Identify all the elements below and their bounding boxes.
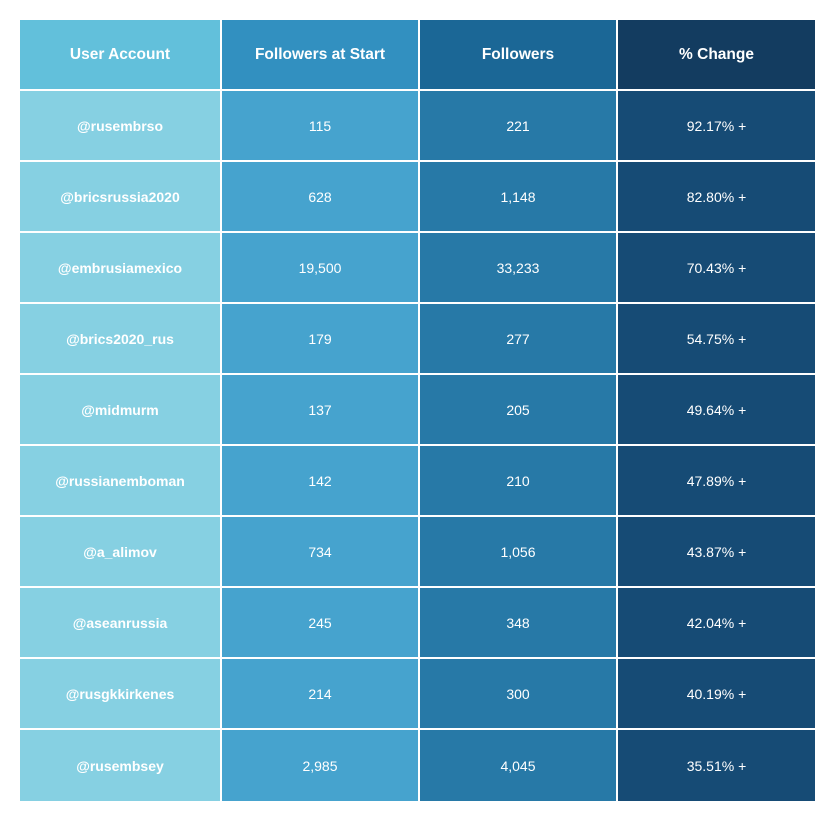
col-header-followers: Followers xyxy=(420,20,618,91)
cell-followers: 221 xyxy=(420,91,618,162)
cell-followers: 205 xyxy=(420,375,618,446)
followers-table: User Account Followers at Start Follower… xyxy=(20,20,815,801)
table-row: @rusembrso11522192.17% + xyxy=(20,91,815,162)
cell-account: @rusembrso xyxy=(20,91,222,162)
cell-account: @rusembsey xyxy=(20,730,222,801)
table-row: @russianemboman14221047.89% + xyxy=(20,446,815,517)
cell-followers: 1,056 xyxy=(420,517,618,588)
cell-account: @bricsrussia2020 xyxy=(20,162,222,233)
cell-account: @brics2020_rus xyxy=(20,304,222,375)
cell-followers: 348 xyxy=(420,588,618,659)
col-header-followers-start: Followers at Start xyxy=(222,20,420,91)
cell-start: 628 xyxy=(222,162,420,233)
cell-start: 19,500 xyxy=(222,233,420,304)
table-row: @brics2020_rus17927754.75% + xyxy=(20,304,815,375)
cell-followers: 300 xyxy=(420,659,618,730)
cell-start: 734 xyxy=(222,517,420,588)
cell-change: 92.17% + xyxy=(618,91,815,162)
cell-change: 54.75% + xyxy=(618,304,815,375)
cell-start: 115 xyxy=(222,91,420,162)
cell-start: 2,985 xyxy=(222,730,420,801)
cell-followers: 1,148 xyxy=(420,162,618,233)
table-row: @midmurm13720549.64% + xyxy=(20,375,815,446)
cell-account: @midmurm xyxy=(20,375,222,446)
cell-start: 142 xyxy=(222,446,420,517)
cell-followers: 33,233 xyxy=(420,233,618,304)
cell-change: 35.51% + xyxy=(618,730,815,801)
table-row: @embrusiamexico19,50033,23370.43% + xyxy=(20,233,815,304)
cell-change: 43.87% + xyxy=(618,517,815,588)
table-row: @rusgkkirkenes21430040.19% + xyxy=(20,659,815,730)
cell-account: @russianemboman xyxy=(20,446,222,517)
cell-followers: 277 xyxy=(420,304,618,375)
cell-followers: 210 xyxy=(420,446,618,517)
cell-change: 49.64% + xyxy=(618,375,815,446)
table-row: @a_alimov7341,05643.87% + xyxy=(20,517,815,588)
col-header-pct-change: % Change xyxy=(618,20,815,91)
cell-change: 42.04% + xyxy=(618,588,815,659)
cell-start: 214 xyxy=(222,659,420,730)
cell-account: @rusgkkirkenes xyxy=(20,659,222,730)
col-header-user-account: User Account xyxy=(20,20,222,91)
table-header-row: User Account Followers at Start Follower… xyxy=(20,20,815,91)
cell-change: 47.89% + xyxy=(618,446,815,517)
cell-account: @a_alimov xyxy=(20,517,222,588)
table-row: @bricsrussia20206281,14882.80% + xyxy=(20,162,815,233)
cell-account: @aseanrussia xyxy=(20,588,222,659)
cell-followers: 4,045 xyxy=(420,730,618,801)
table-row: @aseanrussia24534842.04% + xyxy=(20,588,815,659)
cell-start: 245 xyxy=(222,588,420,659)
cell-change: 82.80% + xyxy=(618,162,815,233)
cell-account: @embrusiamexico xyxy=(20,233,222,304)
cell-start: 179 xyxy=(222,304,420,375)
cell-change: 70.43% + xyxy=(618,233,815,304)
cell-change: 40.19% + xyxy=(618,659,815,730)
table-row: @rusembsey2,9854,04535.51% + xyxy=(20,730,815,801)
cell-start: 137 xyxy=(222,375,420,446)
